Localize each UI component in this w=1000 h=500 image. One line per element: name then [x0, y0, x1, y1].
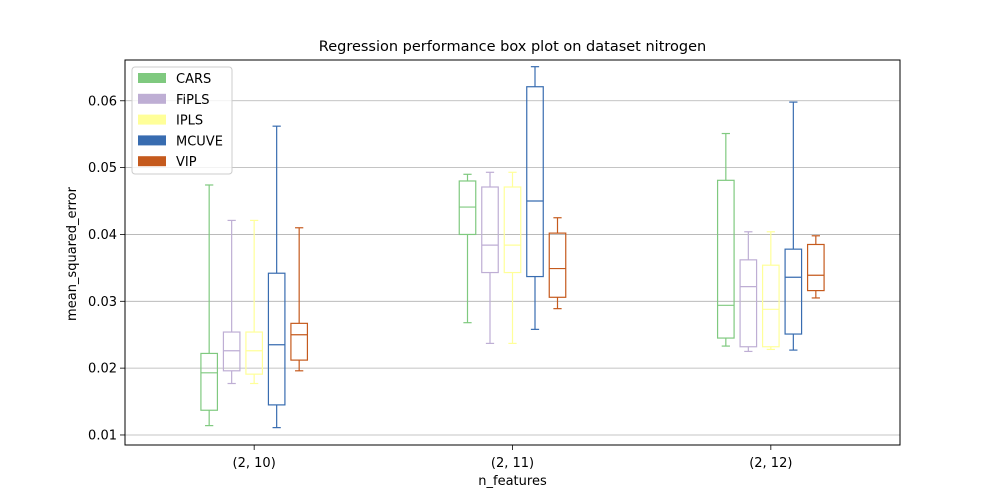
legend-label: MCUVE: [176, 134, 223, 149]
box-groups: [200, 66, 825, 429]
x-tick-label: (2, 10): [233, 456, 276, 471]
box-vip: [548, 217, 567, 310]
box-mcuve: [526, 66, 544, 330]
box-fipls: [739, 231, 758, 353]
y-tick-label: 0.05: [88, 161, 117, 176]
box-cars: [716, 132, 735, 347]
legend-frame: [131, 66, 233, 175]
legend-swatch-cars: [138, 73, 166, 83]
box-iqr: [481, 186, 499, 274]
x-axis: (2, 10) (2, 11) (2, 12): [233, 445, 792, 471]
box-ipls: [761, 231, 780, 351]
box-iqr: [806, 243, 825, 292]
box-ipls: [245, 219, 264, 385]
box-iqr: [503, 186, 522, 274]
legend-label: VIP: [176, 155, 197, 170]
chart-title: Regression performance box plot on datas…: [319, 39, 706, 55]
legend-swatch-vip: [138, 156, 166, 167]
box-fipls: [222, 219, 241, 385]
box-iqr: [526, 86, 544, 278]
box-ipls: [503, 171, 522, 345]
box-iqr: [761, 264, 780, 348]
plot-area-frame: [124, 59, 901, 446]
legend-swatch-mcuve: [138, 135, 166, 146]
box-mcuve: [784, 101, 803, 351]
y-tick-label: 0.06: [88, 94, 117, 109]
box-iqr: [290, 322, 309, 361]
x-tick-label: (2, 12): [749, 456, 792, 471]
box-iqr: [458, 180, 477, 236]
y-tick-label: 0.02: [88, 362, 117, 377]
y-tick-label: 0.03: [88, 295, 117, 310]
box-vip: [806, 235, 825, 299]
y-tick-label: 0.01: [88, 428, 117, 443]
legend: CARS FiPLS IPLS MCUVE VIP: [131, 66, 233, 175]
legend-label: CARS: [176, 72, 211, 87]
y-tick-label: 0.04: [88, 228, 117, 243]
y-axis: 0.01 0.02 0.03 0.04 0.05 0.06: [88, 94, 125, 443]
y-axis-label: mean_squared_error: [65, 186, 80, 321]
box-iqr: [267, 272, 286, 406]
box-iqr: [200, 352, 219, 411]
box-iqr: [222, 331, 241, 372]
legend-swatch-ipls: [138, 114, 166, 125]
box-cars: [200, 184, 219, 427]
box-mcuve: [267, 125, 286, 429]
box-iqr: [739, 259, 758, 348]
box-iqr: [716, 179, 735, 339]
box-fipls: [481, 171, 499, 345]
box-iqr: [548, 232, 567, 298]
box-vip: [290, 227, 309, 372]
box-iqr: [245, 331, 264, 375]
grid-lines: [125, 100, 900, 436]
legend-swatch-fipls: [138, 93, 166, 104]
x-axis-label: n_features: [478, 474, 547, 489]
legend-label: FiPLS: [176, 93, 209, 108]
x-tick-label: (2, 11): [491, 456, 534, 471]
legend-label: IPLS: [176, 114, 203, 129]
box-iqr: [784, 248, 803, 335]
box-cars: [458, 173, 477, 324]
